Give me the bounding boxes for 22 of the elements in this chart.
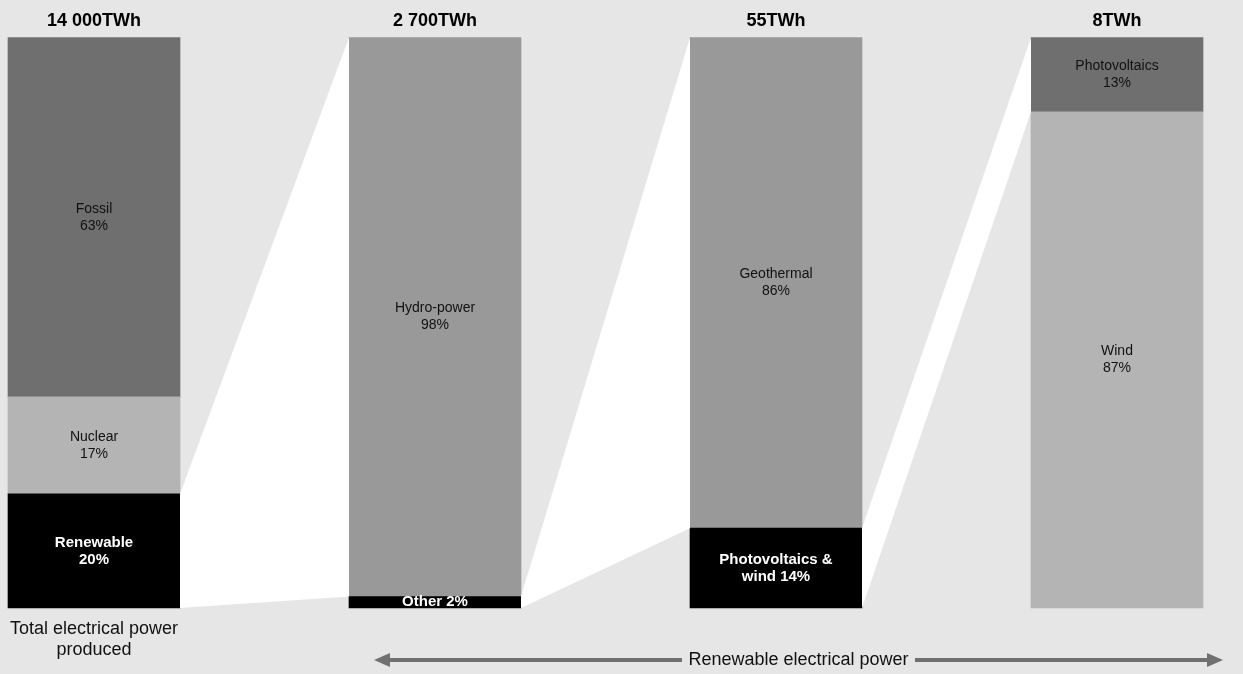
x-tick-label: 2 700TWh [392, 9, 478, 30]
data-label: 87% [1102, 359, 1132, 376]
x-tick-label: 55TWh [746, 9, 806, 30]
series-label: Renewable [54, 532, 134, 550]
text: Photovoltaics & wind 14% [719, 549, 833, 584]
series-label: Nuclear [69, 427, 119, 444]
series-label: Hydro-power [394, 299, 476, 316]
text: Total electrical power produced [8, 618, 180, 660]
data-label: 13% [1102, 74, 1132, 91]
data-label: 98% [420, 316, 450, 333]
series-label: Photovoltaics [1075, 57, 1159, 74]
series-label: Wind [1101, 342, 1133, 359]
data-label: 20% [78, 549, 110, 567]
text: Other 2% [402, 592, 468, 610]
data-label: 86% [761, 282, 791, 299]
x-tick-label: 14 000TWh [46, 9, 142, 30]
series-label: Geothermal [739, 265, 813, 282]
text: Renewable electrical power [682, 649, 915, 669]
data-label: 17% [79, 444, 109, 461]
data-label: 63% [79, 216, 109, 233]
x-tick-label: 8TWh [1092, 9, 1142, 30]
series-label: Fossil [75, 199, 113, 216]
